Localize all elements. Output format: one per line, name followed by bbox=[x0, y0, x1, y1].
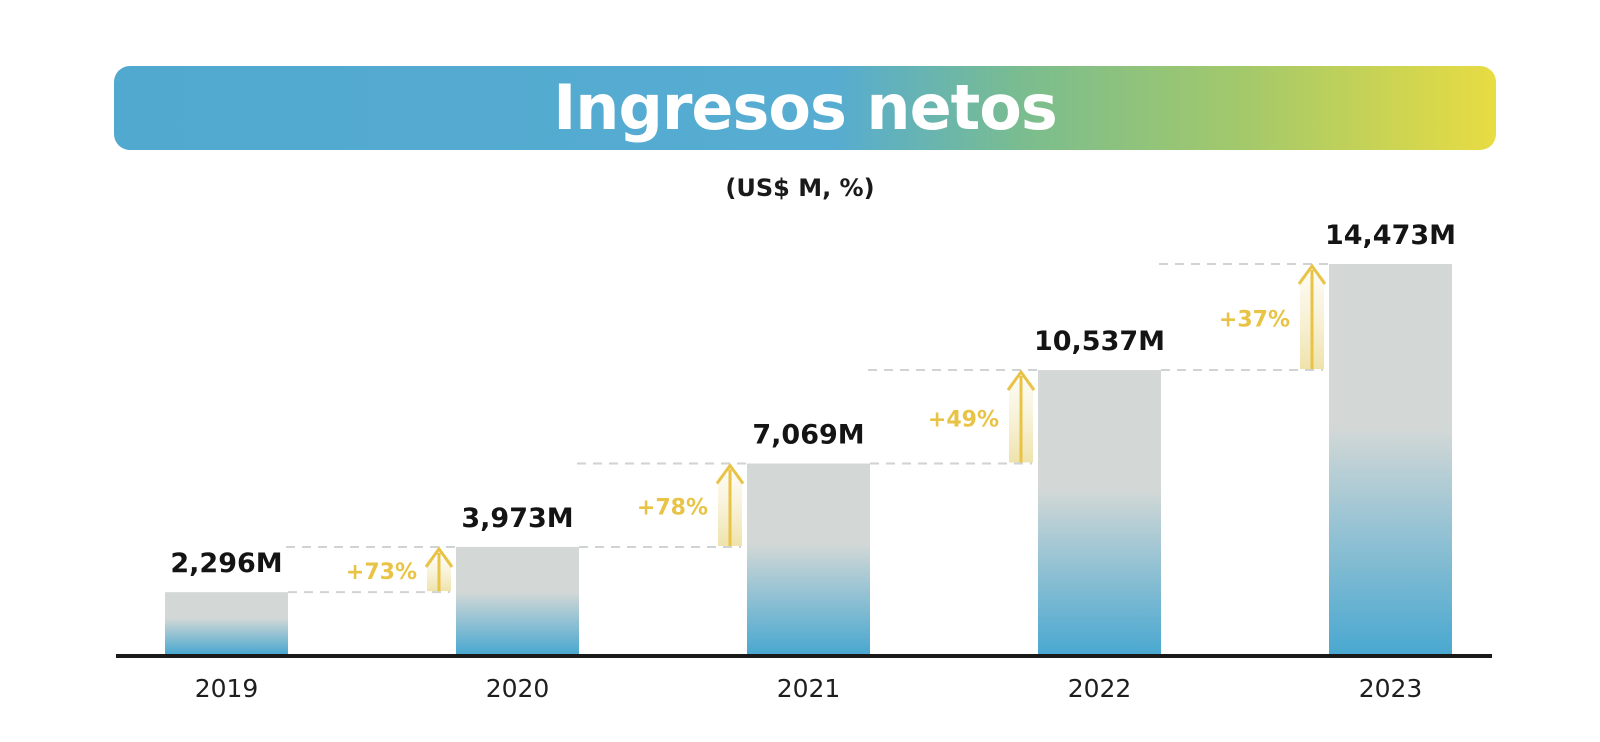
bar-2020 bbox=[456, 546, 579, 654]
connectors-layer bbox=[286, 263, 1329, 594]
chart-title: Ingresos netos bbox=[553, 71, 1058, 144]
value-label-2023: 14,473M bbox=[1325, 220, 1456, 251]
x-tick-label-2021: 2021 bbox=[777, 674, 841, 703]
growth-arrows-layer bbox=[424, 263, 1327, 592]
growth-arrow-head-2022 bbox=[1006, 369, 1036, 391]
growth-label-2021: +78% bbox=[637, 496, 708, 521]
bars-layer bbox=[165, 264, 1452, 654]
growth-label-2020: +73% bbox=[346, 560, 417, 585]
labels-layer: 2,296M 2019 3,973M 2020 7,069M 2021 10,537M 202… bbox=[170, 220, 1456, 703]
bar-2022 bbox=[1038, 370, 1161, 654]
value-label-2019: 2,296M bbox=[170, 548, 282, 579]
growth-arrow-head-2023 bbox=[1297, 263, 1327, 285]
bar-2019 bbox=[165, 592, 288, 654]
value-label-2021: 7,069M bbox=[752, 420, 864, 451]
growth-label-2023: +37% bbox=[1219, 308, 1290, 333]
x-tick-label-2022: 2022 bbox=[1068, 674, 1132, 703]
chart-subtitle: (US$ M, %) bbox=[725, 174, 875, 202]
growth-arrow-head-2021 bbox=[715, 462, 745, 485]
bar-2021 bbox=[747, 463, 870, 654]
bar-2023 bbox=[1329, 264, 1452, 654]
value-label-2020: 3,973M bbox=[461, 503, 573, 534]
growth-arrow-head-2020 bbox=[424, 546, 454, 568]
value-label-2022: 10,537M bbox=[1034, 326, 1165, 357]
title-banner: Ingresos netos bbox=[114, 66, 1496, 150]
x-tick-label-2019: 2019 bbox=[195, 674, 259, 703]
growth-label-2022: +49% bbox=[928, 407, 999, 432]
x-tick-label-2020: 2020 bbox=[486, 674, 550, 703]
x-tick-label-2023: 2023 bbox=[1359, 674, 1423, 703]
